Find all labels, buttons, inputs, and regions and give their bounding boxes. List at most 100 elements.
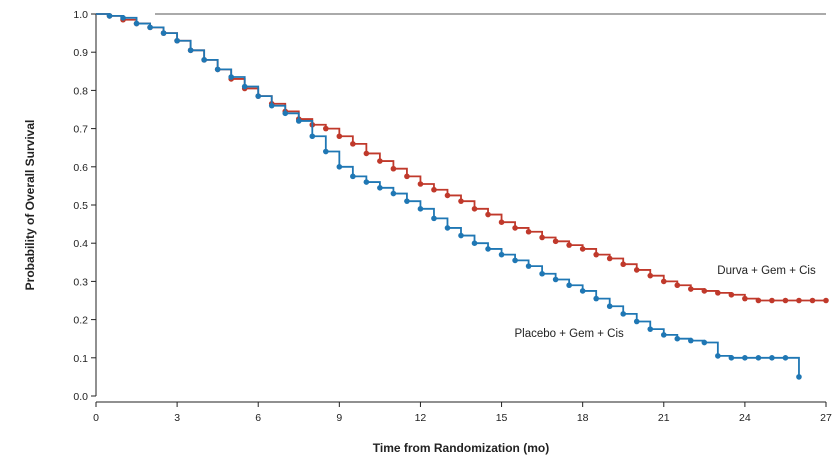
censor-marker	[755, 297, 762, 304]
x-tick-label: 12	[415, 412, 427, 424]
censor-marker	[241, 83, 248, 90]
censor-marker	[633, 267, 640, 273]
censor-marker	[323, 148, 329, 155]
censor-marker	[620, 311, 627, 317]
censor-marker	[525, 263, 532, 269]
y-tick-label: 0.2	[73, 315, 88, 327]
y-tick-label: 0.5	[73, 200, 88, 212]
censor-marker	[742, 295, 748, 302]
censor-marker	[660, 332, 667, 338]
censor-marker	[295, 118, 302, 124]
censor-marker	[782, 355, 789, 361]
censor-marker	[823, 297, 829, 304]
censor-marker	[606, 255, 613, 262]
y-tick-label: 0.3	[73, 276, 88, 288]
series-labels: Durva + Gem + Cis Placebo + Gem + Cis	[514, 265, 815, 340]
censor-marker	[660, 278, 667, 285]
censor-marker	[431, 186, 437, 193]
censor-marker	[796, 297, 802, 304]
censor-marker	[809, 297, 816, 304]
censor-marker	[579, 246, 586, 252]
censor-marker	[444, 225, 451, 231]
censor-marker	[796, 374, 802, 380]
censor-marker	[417, 181, 424, 187]
censor-marker	[620, 261, 627, 268]
censor-marker	[552, 238, 559, 245]
censor-marker	[390, 190, 397, 197]
y-tick-label: 0.0	[73, 391, 88, 403]
x-tick-label: 27	[820, 412, 832, 424]
censor-marker	[187, 47, 194, 54]
censor-marker	[404, 173, 410, 180]
censor-marker	[377, 158, 383, 164]
y-tick-label: 0.8	[73, 85, 88, 97]
censor-marker	[498, 219, 505, 225]
censor-marker	[471, 240, 478, 246]
censor-marker	[498, 251, 505, 258]
censor-marker	[485, 211, 491, 218]
censor-marker	[350, 141, 356, 147]
x-tick-label: 9	[336, 412, 342, 424]
censor-marker	[444, 192, 451, 199]
censor-marker	[593, 295, 599, 302]
censor-marker	[579, 288, 586, 294]
x-tick-label: 6	[255, 412, 261, 424]
censor-marker	[417, 206, 424, 212]
censor-marker	[147, 24, 153, 31]
censor-marker	[539, 234, 545, 241]
censor-marker	[336, 133, 343, 140]
censor-marker	[701, 339, 708, 346]
censor-marker	[647, 326, 654, 332]
series-annotation-0: Durva + Gem + Cis	[717, 265, 816, 277]
censor-marker	[688, 337, 694, 344]
censor-marker	[471, 206, 478, 212]
censor-marker	[728, 291, 735, 298]
censor-marker	[133, 20, 140, 27]
censor-marker	[688, 286, 694, 292]
censor-marker	[268, 102, 275, 109]
y-tick-label: 1.0	[73, 9, 88, 21]
censor-marker	[647, 272, 654, 279]
censor-marker	[769, 297, 775, 304]
y-tick-label: 0.1	[73, 353, 88, 365]
censor-marker	[431, 215, 437, 222]
y-tick-label: 0.9	[73, 47, 88, 59]
censor-marker	[255, 93, 262, 99]
censor-marker	[377, 185, 383, 191]
censor-marker	[323, 125, 329, 132]
ticks: 0 3 6 9 12 15 18 21 24 27 0.0 0.1 0.2 0.3 0.4 0.5 0.6 0.7…	[73, 9, 832, 424]
censor-marker	[363, 179, 370, 185]
x-tick-label: 18	[577, 412, 589, 424]
series-annotation-1: Placebo + Gem + Cis	[514, 328, 624, 340]
censor-marker	[106, 13, 113, 19]
series-line-0	[96, 13, 826, 302]
censor-marker	[363, 150, 370, 157]
censor-marker	[633, 318, 640, 325]
axes	[95, 13, 826, 403]
censor-marker	[458, 198, 464, 204]
censor-marker	[593, 251, 599, 258]
censor-marker	[755, 355, 762, 361]
censor-marker	[336, 164, 343, 170]
censor-marker	[674, 282, 681, 289]
censor-marker	[566, 282, 572, 289]
censor-marker	[282, 110, 289, 117]
y-tick-label: 0.6	[73, 162, 88, 174]
censor-marker	[404, 198, 410, 204]
x-tick-label: 0	[93, 412, 99, 424]
censor-marker	[606, 303, 613, 310]
censor-marker	[512, 225, 518, 231]
censor-marker	[728, 355, 735, 361]
x-tick-label: 3	[174, 412, 180, 424]
censor-marker	[674, 335, 681, 342]
series-group	[96, 13, 829, 380]
censor-marker	[742, 355, 748, 361]
censor-marker	[552, 276, 559, 283]
censor-marker	[214, 66, 221, 73]
censor-marker	[701, 288, 708, 294]
censor-marker	[201, 57, 207, 63]
x-tick-label: 15	[496, 412, 508, 424]
censor-marker	[539, 270, 545, 277]
censor-marker	[309, 133, 316, 140]
